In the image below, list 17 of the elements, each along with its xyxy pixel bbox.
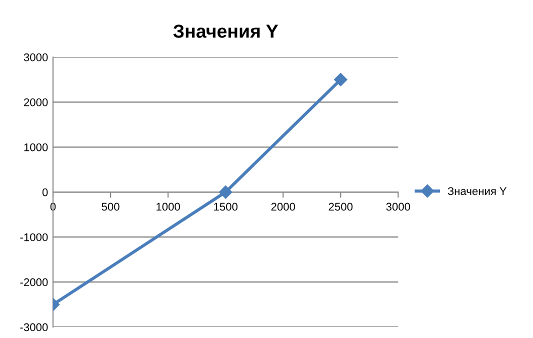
x-tick-label: 1000 <box>156 202 180 211</box>
point <box>334 73 348 86</box>
chart-title: Значения Y <box>173 24 278 38</box>
y-tick-label: 1000 <box>24 143 48 152</box>
x-tick-label: 1500 <box>214 202 238 211</box>
y-tick-label: -3000 <box>20 323 48 332</box>
y-tick-label: -1000 <box>20 233 48 242</box>
x-tick-label: 500 <box>102 202 120 211</box>
x-tick-label: 2500 <box>328 202 353 211</box>
point <box>219 185 232 199</box>
x-tick-label: 3000 <box>386 202 410 211</box>
y-tick-label: 2000 <box>24 98 48 106</box>
y-tick-label: 0 <box>42 188 48 196</box>
x-tick-label: 2000 <box>271 202 296 211</box>
y-tick-label: -2000 <box>20 278 48 286</box>
legend-label: Значения Y <box>448 187 507 196</box>
y-tick-label: 3000 <box>24 53 48 62</box>
